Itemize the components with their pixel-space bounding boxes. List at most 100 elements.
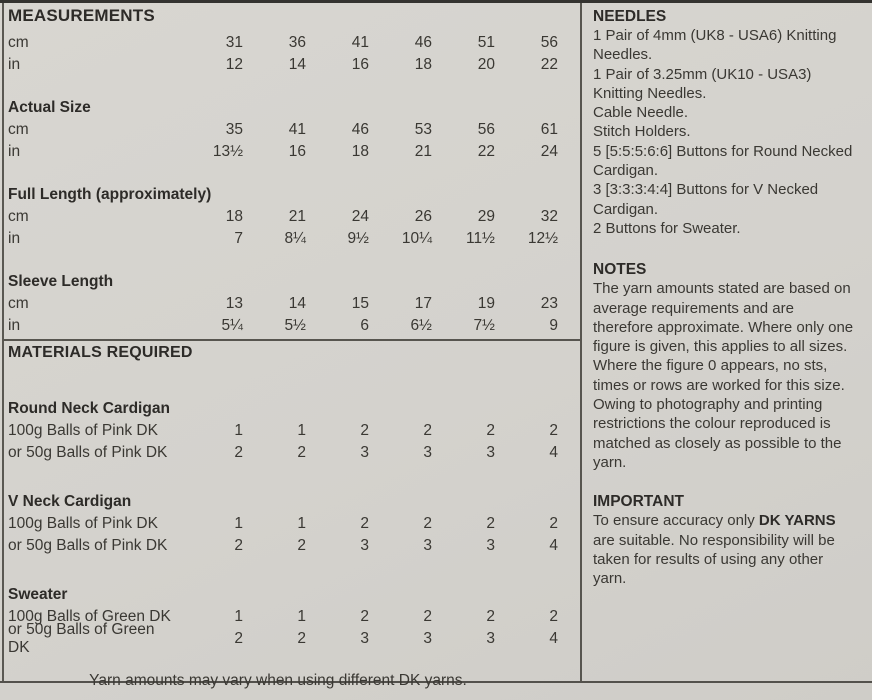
row-value-cell: 2: [486, 608, 495, 625]
row-label: in: [8, 230, 21, 247]
row-value-cell: 32: [540, 208, 558, 225]
yarn-amounts-footnote: Yarn amounts may vary when using differe…: [89, 672, 467, 689]
row-value-cell: 14: [288, 295, 306, 312]
table-row: 100g Balls of Pink DK 1 1 2 2 2 2: [8, 420, 574, 442]
row-value-cell: 13½: [212, 143, 243, 160]
table-row: cm 18 21 24 26 29 32: [8, 206, 574, 228]
row-value-cell: 2: [549, 515, 558, 532]
list-item: Cable Needle.: [593, 104, 689, 122]
row-value-cell: 8¼: [284, 230, 306, 247]
row-value-cell: 2: [297, 630, 306, 647]
row-value-cell: 2: [486, 515, 495, 532]
row-value-cell: 3: [486, 537, 495, 554]
row-value-cell: 2: [423, 515, 432, 532]
row-value-cell: 35: [225, 121, 243, 138]
row-label: or 50g Balls of Green DK: [8, 621, 155, 656]
important-body: To ensure accuracy only DK YARNS are sui…: [593, 511, 855, 588]
list-item: 1 Pair of 4mm (UK8 - USA6) Knitting Need…: [593, 27, 837, 64]
measurements-materials-divider-rule: [3, 339, 581, 341]
table-row: 100g Balls of Green DK 1 1 2 2 2 2: [8, 606, 574, 628]
row-label: 100g Balls of Pink DK: [8, 515, 158, 532]
table-row: in 12 14 16 18 20 22: [8, 54, 574, 76]
table-row: or 50g Balls of Pink DK 2 2 3 3 3 4: [8, 535, 574, 557]
row-value-cell: 1: [297, 422, 306, 439]
group-label: Sleeve Length: [8, 273, 114, 290]
materials-group-sweater: Sweater 100g Balls of Green DK 1 1 2 2 2 2 or …: [8, 584, 574, 656]
row-value-cell: 3: [360, 537, 369, 554]
notes-section: NOTES The yarn amounts stated are based …: [593, 260, 855, 472]
list-item: 5 [5:5:5:6:6] Buttons for Round Necked C…: [593, 142, 853, 180]
row-value-cell: 24: [351, 208, 369, 225]
row-value-cell: 3: [486, 444, 495, 461]
row-value-cell: 2: [234, 444, 243, 461]
row-value-cell: 53: [414, 121, 432, 138]
row-value-cell: 2: [234, 537, 243, 554]
row-value-cell: 2: [360, 515, 369, 532]
row-value-cell: 4: [549, 630, 558, 647]
row-value-cell: 2: [423, 608, 432, 625]
group-label: Sweater: [8, 586, 68, 603]
row-value-cell: 19: [477, 295, 495, 312]
row-value-cell: 1: [297, 515, 306, 532]
row-value-cell: 10¼: [401, 230, 432, 247]
row-value-cell: 29: [477, 208, 495, 225]
row-value-cell: 1: [297, 608, 306, 625]
row-value-cell: 2: [549, 422, 558, 439]
row-value-cell: 1: [234, 422, 243, 439]
notes-body: The yarn amounts stated are based on ave…: [593, 280, 854, 471]
row-label: 100g Balls of Pink DK: [8, 422, 158, 439]
list-item: 2 Buttons for Sweater.: [593, 219, 741, 237]
row-label: in: [8, 143, 21, 160]
measurements-group-sleeve-length: Sleeve Length cm 13 14 15 17 19 23 in 5¼ 5½ 6 6½ 7½…: [8, 271, 574, 337]
materials-title: MATERIALS REQUIRED: [8, 344, 193, 361]
row-value-cell: 6½: [410, 317, 432, 334]
group-label: Full Length (approximately): [8, 186, 212, 203]
row-value-cell: 2: [297, 444, 306, 461]
table-row: or 50g Balls of Green DK 2 2 3 3 3 4: [8, 621, 574, 656]
row-value-cell: 7½: [473, 317, 495, 334]
measurements-group-actual-size: Actual Size cm 35 41 46 53 56 61 in 13½ 16 18 21 22…: [8, 97, 574, 163]
row-value-cell: 26: [414, 208, 432, 225]
row-value-cell: 6: [360, 317, 369, 334]
table-row: in 13½ 16 18 21 22 24: [8, 141, 574, 163]
row-value-cell: 15: [351, 295, 369, 312]
row-label: in: [8, 56, 21, 73]
needles-list: 1 Pair of 4mm (UK8 - USA6) Knitting Need…: [593, 26, 855, 238]
row-value-cell: 12: [225, 56, 243, 73]
important-body-prefix: To ensure accuracy only: [593, 512, 759, 530]
row-value-cell: 18: [351, 143, 369, 160]
table-row: cm 13 14 15 17 19 23: [8, 293, 574, 315]
row-value-cell: 3: [423, 537, 432, 554]
row-value-cell: 3: [360, 630, 369, 647]
important-emphasis: DK YARNS: [758, 512, 836, 530]
row-value-cell: 4: [549, 537, 558, 554]
right-column: NEEDLES 1 Pair of 4mm (UK8 - USA6) Knitt…: [593, 7, 855, 588]
row-value-cell: 23: [540, 295, 558, 312]
table-row: in 5¼ 5½ 6 6½ 7½ 9: [8, 315, 574, 337]
row-value-cell: 4: [549, 444, 558, 461]
row-value-cell: 9: [549, 317, 558, 334]
table-row: cm 35 41 46 53 56 61: [8, 119, 574, 141]
row-value-cell: 14: [288, 56, 306, 73]
row-value-cell: 3: [486, 630, 495, 647]
group-label: Actual Size: [8, 99, 91, 116]
row-value-cell: 56: [540, 34, 558, 51]
group-label: V Neck Cardigan: [8, 493, 132, 510]
row-value-cell: 21: [288, 208, 306, 225]
row-value-cell: 16: [351, 56, 369, 73]
row-value-cell: 2: [549, 608, 558, 625]
row-value-cell: 51: [477, 34, 495, 51]
row-value-cell: 3: [423, 444, 432, 461]
important-section: IMPORTANT To ensure accuracy only DK YAR…: [593, 492, 855, 588]
row-label: in: [8, 317, 21, 334]
row-value-cell: 46: [351, 121, 369, 138]
row-value-cell: 41: [351, 34, 369, 51]
list-item: Stitch Holders.: [593, 123, 691, 141]
important-title: IMPORTANT: [593, 493, 684, 511]
row-value-cell: 2: [423, 422, 432, 439]
notes-title: NOTES: [593, 261, 647, 279]
materials-section: MATERIALS REQUIRED Round Neck Cardigan 1…: [8, 344, 574, 690]
measurements-group-full-length: Full Length (approximately) cm 18 21 24 26 29…: [8, 184, 574, 250]
row-value-cell: 17: [414, 295, 432, 312]
